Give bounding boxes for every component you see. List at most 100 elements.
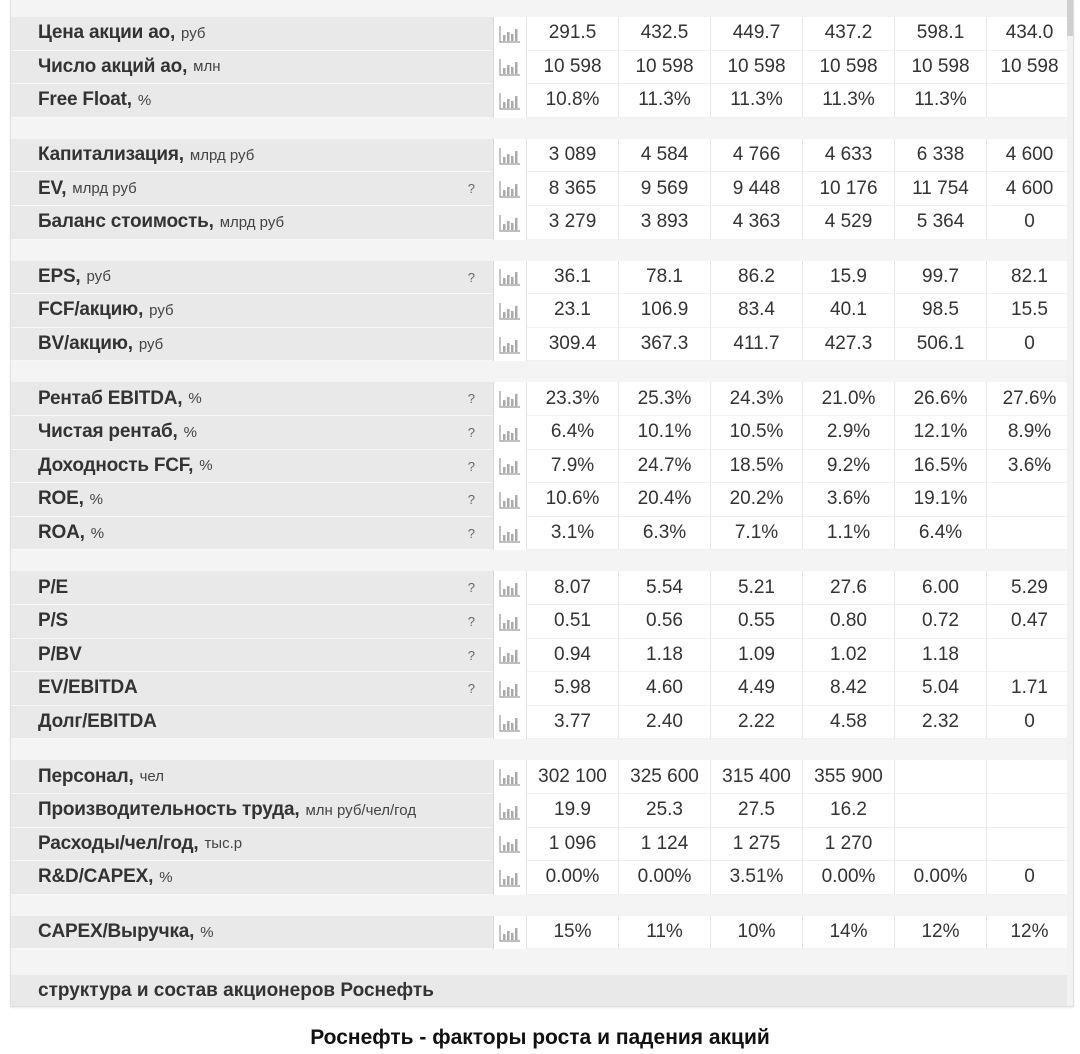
value-cell: 9 569: [619, 172, 711, 206]
value-cell: 11.3%: [711, 84, 803, 118]
shareholders-link[interactable]: структура и состав акционеров Роснефть: [38, 979, 434, 1001]
bar-chart-icon[interactable]: [493, 172, 527, 206]
metric-name[interactable]: Капитализация,: [38, 144, 184, 166]
value-cell: 5.29: [987, 571, 1073, 605]
metric-name[interactable]: EV/EBITDA: [38, 677, 138, 699]
scrollbar[interactable]: [1067, 0, 1073, 1006]
table-row: P/S? 0.51 0.56 0.55 0.80 0.72 0.47: [11, 605, 1073, 639]
value-cell: 0.00%: [803, 861, 895, 895]
value-cell: 1.71: [987, 672, 1073, 706]
metric-name[interactable]: Баланс стоимость,: [38, 211, 214, 233]
bar-chart-icon[interactable]: [493, 760, 527, 794]
row-label: EV/EBITDA?: [11, 672, 493, 706]
bar-chart-icon[interactable]: [493, 84, 527, 118]
value-cell: 10.5%: [711, 416, 803, 450]
help-icon[interactable]: ?: [467, 614, 475, 629]
bar-chart-icon[interactable]: [493, 382, 527, 416]
value-cell: 3 279: [527, 206, 619, 240]
help-icon[interactable]: ?: [467, 681, 475, 697]
metric-name[interactable]: ROA,: [38, 522, 85, 544]
metric-name[interactable]: R&D/CAPEX,: [38, 866, 154, 888]
bar-chart-icon[interactable]: [493, 260, 527, 295]
help-icon[interactable]: ?: [467, 492, 475, 508]
value-cell: 309.4: [527, 327, 619, 362]
value-cell: 0: [987, 206, 1073, 240]
help-icon[interactable]: ?: [467, 269, 475, 285]
value-cell: 4 600: [987, 138, 1073, 173]
metric-name[interactable]: EV,: [38, 177, 67, 199]
metric-unit: руб: [138, 335, 164, 353]
help-icon[interactable]: ?: [467, 458, 475, 474]
value-cell: 0.72: [895, 605, 987, 639]
table-row: Чистая рентаб,%? 6.4% 10.1% 10.5% 2.9% 12.1% 8…: [11, 416, 1073, 450]
metric-name[interactable]: FCF/акцию,: [38, 299, 144, 321]
metric-name[interactable]: Производительность труда,: [38, 799, 300, 821]
row-label: P/S?: [11, 605, 493, 639]
row-label: Персонал, чел: [11, 760, 493, 794]
bar-chart-icon[interactable]: [493, 50, 527, 85]
shareholders-link-row[interactable]: структура и состав акционеров Роснефть: [11, 975, 1073, 1006]
bar-chart-icon[interactable]: [493, 516, 527, 551]
bar-chart-icon[interactable]: [493, 827, 527, 862]
scrollbar-thumb[interactable]: [1067, 0, 1073, 36]
help-icon[interactable]: ?: [467, 425, 475, 440]
value-cell: 2.9%: [803, 416, 895, 450]
metric-name[interactable]: Доходность FCF,: [38, 454, 194, 476]
metric-name[interactable]: Число акций ао,: [38, 55, 188, 77]
help-icon[interactable]: ?: [467, 391, 475, 407]
bar-chart-icon[interactable]: [493, 672, 527, 706]
metric-name[interactable]: P/E: [38, 576, 69, 598]
bar-chart-icon[interactable]: [493, 605, 527, 639]
value-cell: 3.6%: [803, 483, 895, 517]
bar-chart-icon[interactable]: [493, 915, 527, 950]
metric-name[interactable]: Цена акции ао,: [38, 22, 176, 44]
metric-name[interactable]: Чистая рентаб,: [38, 421, 178, 443]
bar-chart-icon[interactable]: [493, 571, 527, 605]
metric-name[interactable]: Расходы/чел/год,: [38, 832, 199, 854]
value-cell: 4 584: [619, 138, 711, 173]
metric-name[interactable]: CAPEX/Выручка,: [38, 921, 195, 943]
metric-name[interactable]: Рентаб EBITDA,: [38, 387, 183, 409]
value-cell: 10.6%: [527, 483, 619, 517]
metric-name[interactable]: Free Float,: [38, 89, 132, 111]
value-cell: 4 363: [711, 206, 803, 240]
metric-name[interactable]: P/BV: [38, 643, 82, 665]
value-cell: 16.2: [803, 794, 895, 828]
metric-name[interactable]: BV/акцию,: [38, 333, 133, 355]
bar-chart-icon[interactable]: [493, 449, 527, 484]
bar-chart-icon[interactable]: [493, 206, 527, 240]
metric-unit: %: [199, 457, 213, 475]
table-row: Число акций ао, млн 10 598 10 598 10 598 10 5…: [11, 50, 1073, 85]
value-cell: 24.7%: [619, 449, 711, 484]
help-icon[interactable]: ?: [467, 647, 475, 663]
bar-chart-icon[interactable]: [493, 705, 527, 740]
metric-name[interactable]: Персонал,: [38, 765, 134, 787]
value-cell: 15.5: [987, 294, 1073, 328]
metric-name[interactable]: ROE,: [38, 488, 84, 510]
bar-chart-icon[interactable]: [493, 638, 527, 673]
bar-chart-icon[interactable]: [493, 294, 527, 328]
metric-name[interactable]: Долг/EBITDA: [38, 711, 157, 733]
bar-chart-icon[interactable]: [493, 794, 527, 828]
help-icon[interactable]: ?: [467, 181, 475, 197]
help-icon[interactable]: ?: [467, 525, 475, 541]
bar-chart-icon[interactable]: [493, 861, 527, 895]
bar-chart-icon[interactable]: [493, 483, 527, 517]
value-cell: 355 900: [803, 760, 895, 794]
bar-chart-icon[interactable]: [493, 138, 527, 173]
row-label: Долг/EBITDA: [11, 705, 493, 740]
metric-name[interactable]: EPS,: [38, 265, 81, 287]
value-cell: 4 529: [803, 206, 895, 240]
metric-unit: млн: [193, 58, 221, 76]
bar-chart-icon[interactable]: [493, 416, 527, 450]
metric-name[interactable]: P/S: [38, 610, 69, 632]
value-cell: 4.58: [803, 705, 895, 740]
value-cell: 3.77: [527, 705, 619, 740]
value-cell: 23.3%: [527, 382, 619, 416]
value-cell: 10 598: [987, 50, 1073, 85]
help-icon[interactable]: ?: [467, 580, 475, 596]
value-cell: 36.1: [527, 260, 619, 295]
bar-chart-icon[interactable]: [493, 17, 527, 51]
bar-chart-icon[interactable]: [493, 327, 527, 362]
row-label: P/BV?: [11, 638, 493, 673]
